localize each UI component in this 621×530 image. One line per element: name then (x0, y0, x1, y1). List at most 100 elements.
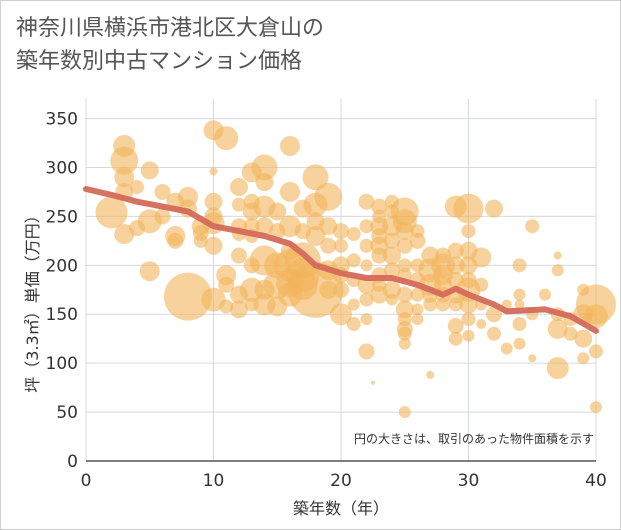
bubble-118 (386, 293, 398, 306)
bubble-88 (346, 227, 361, 242)
bubble-156 (448, 297, 463, 312)
bubble-178 (513, 288, 526, 301)
bubble-87 (330, 303, 352, 326)
bubble-144 (426, 370, 435, 379)
bubbles (95, 120, 616, 419)
bubble-116 (384, 262, 400, 279)
bubble-12 (140, 161, 159, 180)
bubble-130 (398, 337, 411, 350)
bubble-152 (447, 242, 464, 259)
y-tick-label-6: 300 (46, 158, 78, 178)
bubble-10 (139, 261, 160, 282)
bubble-150 (436, 297, 450, 312)
bubble-27 (204, 236, 223, 255)
bubble-198 (584, 304, 608, 329)
bubble-size-note: 円の大きさは、取引のあった物件面積を示す (354, 431, 594, 446)
bubble-96 (360, 259, 373, 272)
bubble-181 (513, 337, 526, 350)
bubble-95 (359, 238, 374, 253)
bubble-3 (114, 167, 135, 188)
bubble-171 (476, 319, 487, 330)
bubble-79 (320, 237, 337, 254)
y-tick-label-7: 350 (46, 110, 78, 130)
bubble-31 (218, 276, 235, 293)
bubble-185 (539, 288, 551, 301)
bubble-92 (346, 317, 361, 332)
bubble-101 (370, 380, 375, 385)
bubble-125 (396, 286, 413, 303)
bubble-11 (154, 183, 171, 200)
bubble-39 (230, 300, 248, 319)
bubble-9 (154, 208, 171, 225)
x-tick-label-3: 30 (458, 471, 480, 491)
bubble-177 (512, 258, 527, 273)
bubble-173 (486, 306, 502, 323)
bubble-78 (319, 217, 338, 236)
bubble-190 (546, 357, 569, 380)
bubble-192 (563, 326, 578, 341)
bubble-91 (347, 298, 360, 311)
y-axis-label: 坪（3.3㎡）単価（万円） (23, 207, 42, 392)
bubble-98 (359, 292, 374, 307)
bubble-89 (346, 253, 361, 268)
bubble-34 (232, 197, 246, 212)
bubble-49 (255, 173, 274, 192)
bubble-182 (525, 219, 540, 234)
bubble-2 (110, 146, 139, 175)
bubble-143 (423, 297, 438, 312)
x-axis-label: 築年数（年） (293, 499, 389, 518)
bubble-21 (193, 233, 208, 248)
bubble-137 (411, 303, 424, 316)
bubble-81 (319, 280, 338, 299)
bubble-37 (231, 247, 247, 264)
bubble-174 (487, 326, 501, 341)
bubble-168 (471, 247, 492, 268)
bubble-138 (411, 313, 424, 326)
y-tick-label-1: 50 (56, 403, 78, 423)
bubble-51 (255, 217, 274, 236)
bubble-5 (130, 180, 144, 195)
bubble-153 (446, 256, 465, 275)
bubble-48 (251, 154, 278, 181)
bubble-86 (333, 281, 349, 298)
bubble-200 (590, 401, 602, 414)
bubble-82 (333, 223, 349, 240)
chart-title: 神奈川県横浜市港北区大倉山の 築年数別中古マンション価格 (16, 12, 324, 78)
bubble-129 (397, 326, 412, 341)
bubble-180 (512, 317, 527, 332)
bubble-187 (551, 264, 564, 277)
bubble-169 (474, 277, 489, 292)
x-tick-label-4: 40 (585, 471, 607, 491)
bubble-15 (167, 232, 184, 249)
bubble-186 (553, 251, 562, 260)
bubble-167 (462, 329, 475, 342)
bubble-179 (514, 299, 525, 310)
bubble-94 (359, 219, 374, 234)
bubble-72 (302, 164, 329, 191)
x-tick-label-1: 10 (203, 471, 225, 491)
bubble-107 (371, 247, 388, 264)
bubble-196 (577, 352, 590, 365)
bubble-83 (334, 238, 348, 253)
bubble-157 (447, 317, 464, 334)
y-tick-label-0: 0 (67, 452, 78, 472)
bubble-199 (589, 344, 603, 359)
bubble-184 (528, 354, 537, 363)
bubble-176 (500, 342, 513, 355)
bubble-158 (448, 331, 463, 346)
bubble-133 (409, 232, 426, 249)
bubble-123 (397, 258, 412, 273)
bubble-0 (95, 196, 128, 229)
bubble-122 (396, 237, 413, 254)
bubble-189 (547, 318, 568, 339)
bubble-131 (398, 406, 411, 419)
chart-title-line-2: 築年数別中古マンション価格 (16, 49, 303, 74)
x-tick-labels: 0 10 20 30 40 (81, 471, 607, 491)
bubble-55 (268, 202, 287, 221)
y-tick-label-4: 200 (46, 256, 78, 276)
bubble-160 (461, 224, 476, 239)
bubble-166 (461, 312, 476, 327)
bubble-115 (383, 246, 401, 265)
x-tick-label-0: 0 (81, 471, 92, 491)
bubble-195 (574, 329, 593, 348)
